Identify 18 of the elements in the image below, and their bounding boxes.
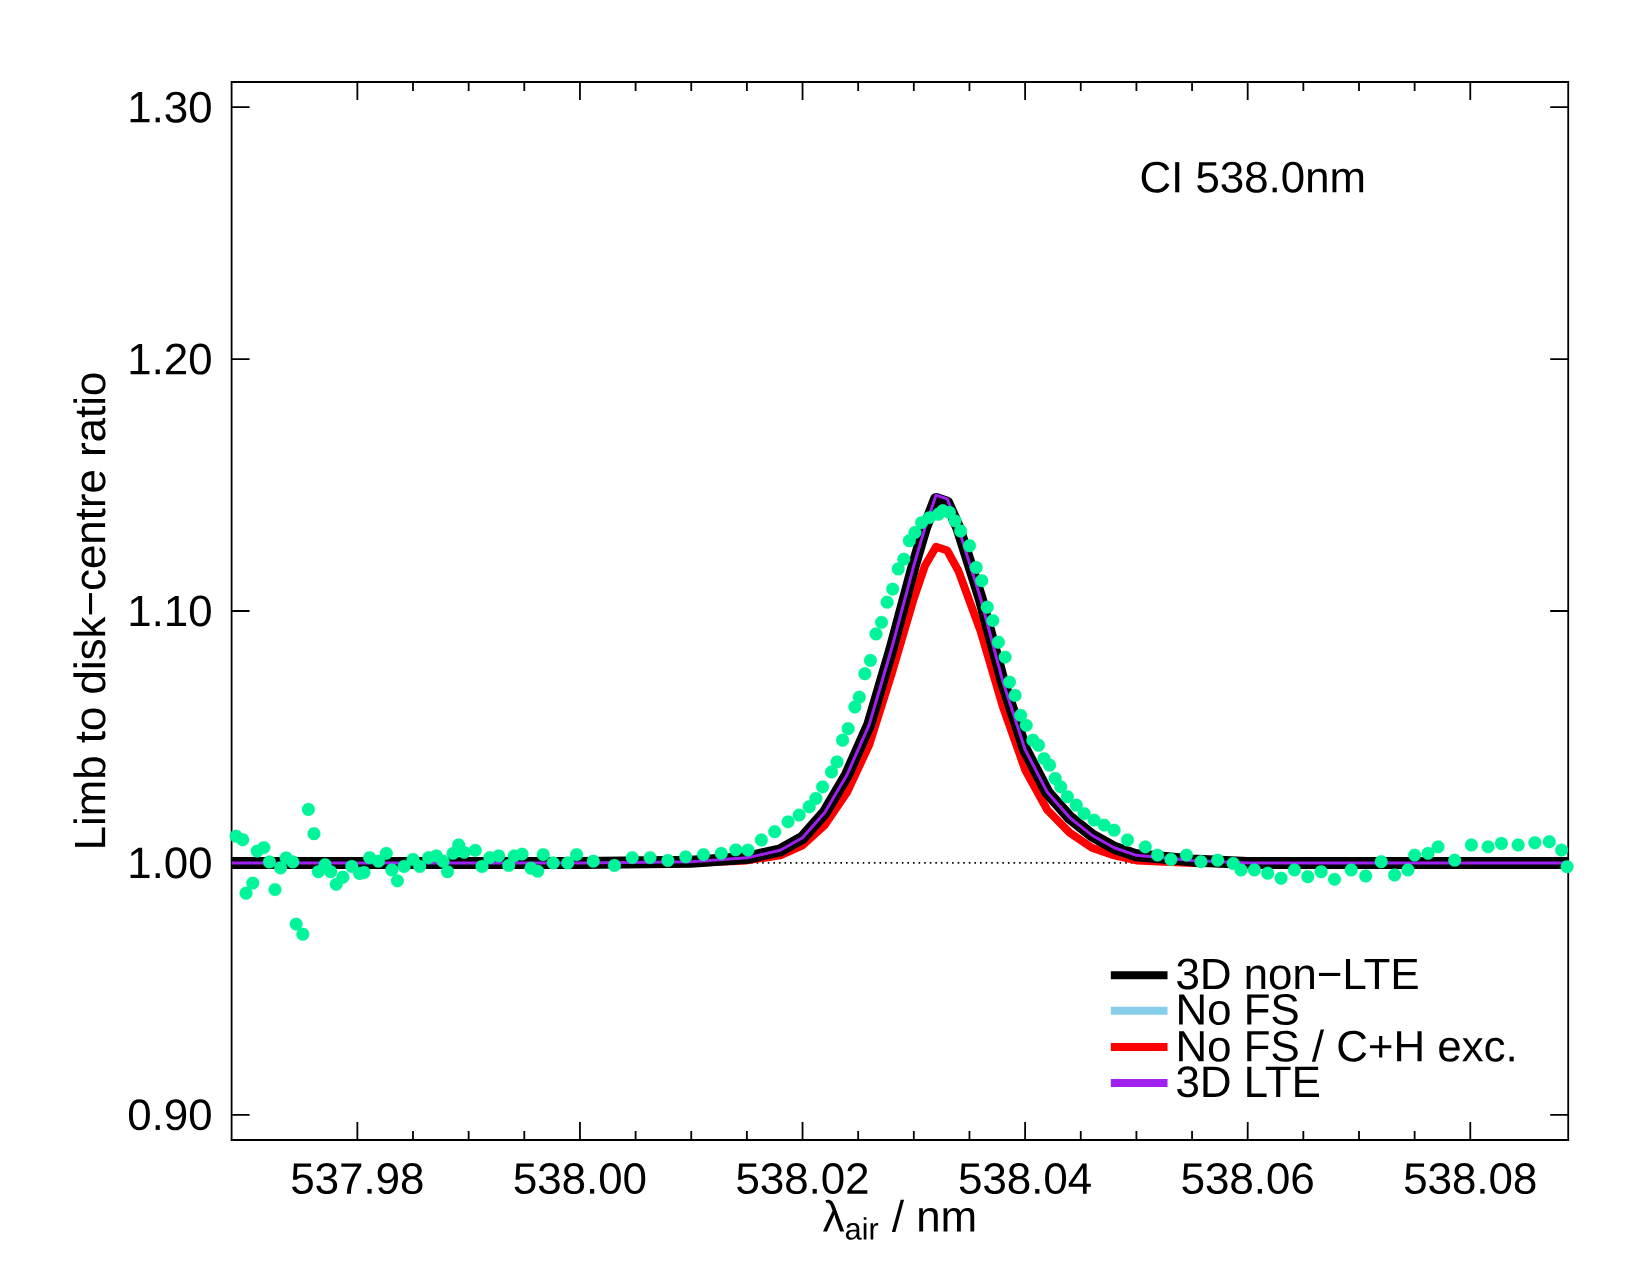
legend-label: 3D LTE xyxy=(1177,1066,1319,1098)
y-tick-label: 1.30 xyxy=(130,91,211,123)
x-axis-title: λ$_{air}$ / nm xyxy=(823,1199,975,1240)
x-tick-label: 537.98 xyxy=(292,1163,423,1195)
annotation: CI 538.0nm xyxy=(1141,161,1364,193)
x-tick-label: 538.08 xyxy=(1404,1163,1536,1195)
x-tick-label: 538.02 xyxy=(737,1163,868,1195)
x-tick-label: 538.06 xyxy=(1182,1163,1313,1195)
y-tick-label: 0.90 xyxy=(128,1099,211,1131)
y-tick-label: 1.20 xyxy=(130,343,211,375)
y-tick-label: 1.00 xyxy=(130,847,211,879)
x-tick-label: 538.04 xyxy=(959,1163,1091,1195)
legend-label: No FS xyxy=(1179,993,1298,1026)
legend-label: 3D non−LTE xyxy=(1177,958,1418,990)
x-tick-label: 538.00 xyxy=(514,1163,646,1195)
y-axis-title: Limb to disk−centre ratio xyxy=(73,373,106,847)
y-tick-label: 1.10 xyxy=(130,595,211,627)
legend-label: No FS / C+H exc. xyxy=(1179,1029,1514,1062)
